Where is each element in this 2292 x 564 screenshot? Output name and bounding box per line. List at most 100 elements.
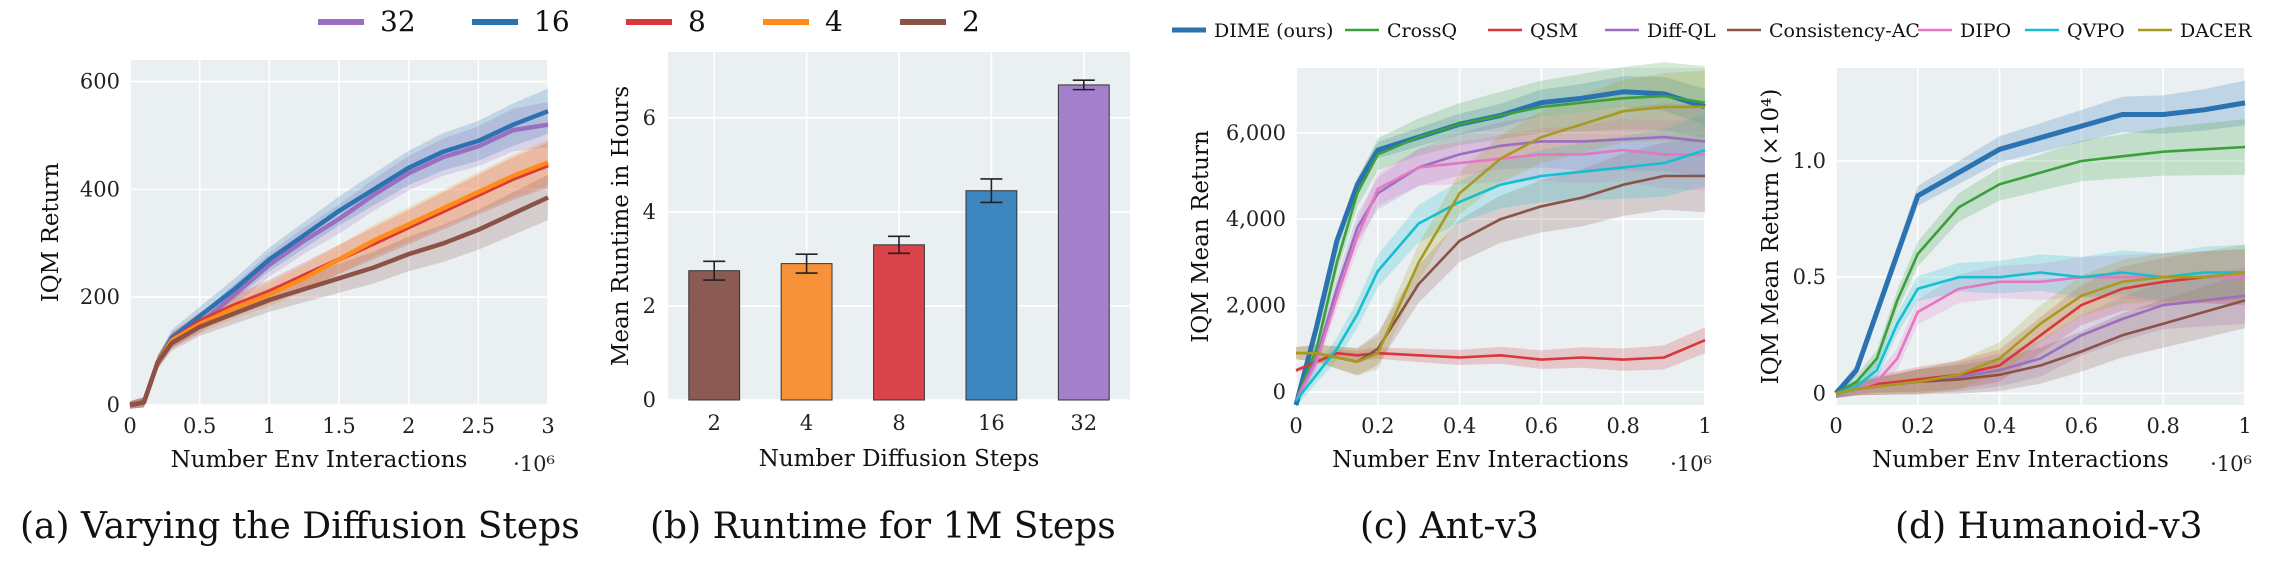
y-tick-label: 0	[107, 393, 120, 417]
bar-32	[1057, 84, 1110, 401]
series-line-CrossQ	[1835, 145, 2246, 395]
panel-a: 0 0.5 1 1.5 2 2.5 3 0 200 400 600 Number Env Intera…	[38, 60, 555, 476]
legend-a: 32 16 8 4 2	[318, 5, 980, 38]
x-tick-label: 0.8	[2146, 414, 2179, 438]
series-line-Diff-QL	[1294, 135, 1706, 402]
caption-b: (b) Runtime for 1M Steps	[650, 506, 1116, 547]
x-tick-label: 8	[892, 411, 905, 435]
x-tick-label: 1	[2238, 414, 2251, 438]
x-tick-label: 0.8	[1606, 414, 1639, 438]
bar-4	[780, 263, 833, 401]
y-axis-label: IQM Mean Return (×10⁴)	[1758, 89, 1784, 385]
x-tick-label: 1	[1698, 414, 1711, 438]
bar-16	[965, 190, 1018, 401]
series-line-QSM	[1295, 339, 1706, 372]
band-DACER	[1296, 70, 1705, 376]
legend-label-DACER: DACER	[2180, 20, 2252, 42]
y-tick-label: 0	[1273, 380, 1286, 404]
y-tick-label: 6	[643, 106, 656, 130]
plot-background	[1296, 68, 1705, 405]
series-line-DIME (ours)	[1834, 100, 2246, 396]
y-axis-label: IQM Mean Return	[1188, 130, 1214, 343]
panel-d: 0 0.2 0.4 0.6 0.8 1 0 0.5 1.0 Number Env Interact…	[1758, 68, 2252, 476]
caption-c: (c) Ant-v3	[1360, 506, 1539, 547]
panel-b: 2 4 8 16 32 0 2 4 6 Number Diffusion Steps Mean Ru…	[608, 52, 1130, 472]
y-tick-label: 4	[643, 200, 656, 224]
x-tick-label: 4	[800, 411, 813, 435]
band-2	[130, 174, 548, 409]
legend-label-32: 32	[380, 5, 416, 38]
x-tick-label: 0	[1829, 414, 1842, 438]
legend-label-8: 8	[688, 5, 706, 38]
band-DIME (ours)	[1296, 76, 1705, 408]
x-tick-label: 0.6	[1525, 414, 1558, 438]
series-line-DIPO	[1294, 148, 1705, 402]
bar-8	[873, 244, 925, 401]
x-axis-label: Number Env Interactions	[1332, 447, 1629, 473]
y-axis-label: IQM Return	[38, 163, 64, 303]
legend-cd: DIME (ours) CrossQ QSM Diff-QL Consistency-A…	[1172, 20, 2252, 42]
band-Diff-QL	[1836, 267, 2245, 398]
caption-a: (a) Varying the Diffusion Steps	[20, 506, 580, 547]
x-axis-label: Number Env Interactions	[171, 447, 468, 473]
band-CrossQ	[1296, 62, 1705, 407]
y-tick-label: 0.5	[1793, 265, 1826, 289]
x-axis-label: Number Diffusion Steps	[759, 446, 1040, 472]
x-axis-label: Number Env Interactions	[1872, 447, 2169, 473]
legend-label-16: 16	[534, 5, 570, 38]
band-QSM	[1296, 327, 1705, 373]
legend-label-CrossQ: CrossQ	[1387, 20, 1457, 42]
caption-d: (d) Humanoid-v3	[1895, 506, 2203, 547]
x-tick-label: 0.4	[1983, 414, 2016, 438]
legend-label-Diff-QL: Diff-QL	[1647, 20, 1716, 42]
legend-label-QVPO: QVPO	[2067, 20, 2125, 42]
legend-label-DIPO: DIPO	[1960, 20, 2011, 42]
band-DIPO	[1296, 118, 1705, 407]
bar-2	[688, 270, 741, 401]
x-axis-multiplier: ·10⁶	[513, 452, 555, 476]
x-tick-label: 2	[708, 411, 721, 435]
series-line-QSM	[1835, 275, 2245, 395]
y-tick-label: 0	[1813, 381, 1826, 405]
y-tick-label: 1.0	[1793, 149, 1826, 173]
series-line-CrossQ	[1294, 94, 1706, 402]
legend-label-DIME (ours): DIME (ours)	[1214, 20, 1333, 42]
y-tick-label: 4,000	[1226, 207, 1286, 231]
y-tick-label: 0	[643, 388, 656, 412]
x-tick-label: 2.5	[462, 414, 495, 438]
legend-label-2: 2	[962, 5, 980, 38]
x-tick-label: 0.4	[1443, 414, 1476, 438]
x-tick-label: 0.5	[183, 414, 216, 438]
series-line-2	[129, 195, 549, 408]
x-tick-label: 1.5	[322, 414, 355, 438]
x-tick-label: 1	[263, 414, 276, 438]
series-line-QVPO	[1294, 148, 1706, 402]
x-axis-multiplier: ·10⁶	[1670, 452, 1712, 476]
x-tick-label: 0.2	[1361, 414, 1394, 438]
x-tick-label: 32	[1070, 411, 1097, 435]
band-QVPO	[1296, 113, 1705, 407]
legend-label-4: 4	[825, 5, 843, 38]
x-tick-label: 0.6	[2065, 414, 2098, 438]
legend-label-QSM: QSM	[1530, 20, 1578, 42]
x-axis-multiplier: ·10⁶	[2210, 452, 2252, 476]
band-DACER	[1836, 244, 2245, 398]
x-tick-label: 0	[123, 414, 136, 438]
y-tick-label: 400	[80, 177, 120, 201]
x-tick-label: 0.2	[1901, 414, 1934, 438]
legend-label-Consistency-AC: Consistency-AC	[1769, 20, 1920, 42]
x-tick-label: 3	[541, 414, 554, 438]
y-tick-label: 6,000	[1226, 121, 1286, 145]
panel-c: 0 0.2 0.4 0.6 0.8 1 0 2,000 4,000 6,000 Number Env…	[1188, 62, 1712, 476]
y-tick-label: 2	[643, 294, 656, 318]
x-tick-label: 2	[402, 414, 415, 438]
y-tick-label: 2,000	[1226, 294, 1286, 318]
band-16	[130, 88, 548, 409]
x-tick-label: 0	[1289, 414, 1302, 438]
series-line-DACER	[1835, 271, 2246, 395]
x-tick-label: 16	[978, 411, 1005, 435]
y-tick-label: 200	[80, 285, 120, 309]
band-CrossQ	[1836, 119, 2245, 398]
y-tick-label: 600	[80, 70, 120, 94]
